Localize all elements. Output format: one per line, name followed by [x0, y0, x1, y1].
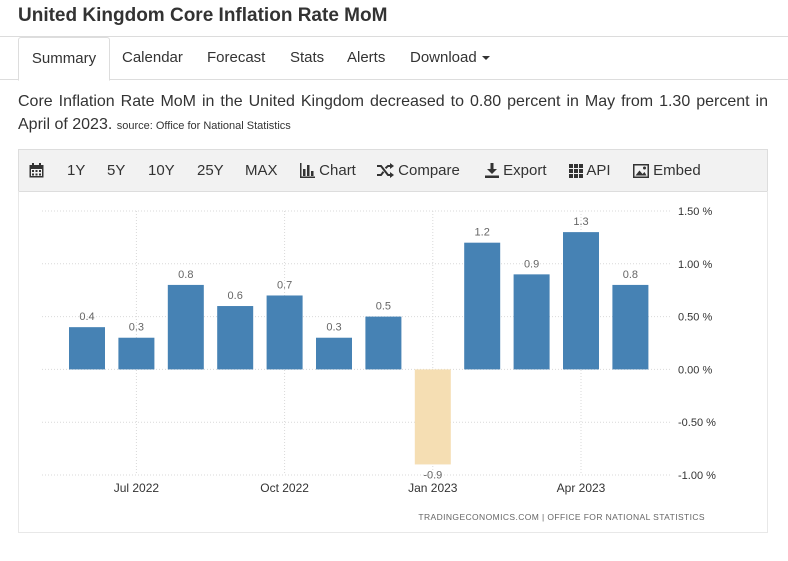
bar[interactable] — [118, 337, 155, 370]
tab-alerts-label: Alerts — [347, 49, 386, 66]
export-button[interactable]: Export — [485, 150, 547, 191]
shuffle-icon — [377, 163, 394, 178]
bar[interactable] — [414, 369, 451, 465]
tab-stats[interactable]: Stats — [290, 37, 324, 78]
bar[interactable] — [464, 242, 501, 370]
range-25y-button[interactable]: 25Y — [197, 162, 224, 179]
bar[interactable] — [513, 274, 550, 370]
bar[interactable] — [316, 337, 352, 370]
tab-download[interactable]: Download — [410, 37, 490, 78]
tab-calendar-label: Calendar — [122, 49, 183, 66]
caret-down-icon — [481, 56, 490, 61]
chart-container: 0.4 0.3 0.8 0.6 0.7 0.3 0.5 -0.9 1.2 0.9 1.3 0.8 1.… — [18, 191, 768, 533]
y-tick-label: -0.50 % — [678, 417, 716, 429]
chart-type-button[interactable]: Chart — [300, 150, 356, 191]
calendar-button[interactable] — [29, 150, 44, 191]
data-label: 0.9 — [524, 258, 539, 270]
tab-alerts[interactable]: Alerts — [347, 37, 385, 78]
bars — [69, 232, 649, 465]
bar[interactable] — [612, 284, 649, 370]
tab-forecast-label: Forecast — [207, 49, 266, 66]
y-tick-label: 0.00 % — [678, 364, 712, 376]
x-axis: Jul 2022 Oct 2022 Jan 2023 Apr 2023 — [114, 481, 606, 495]
source-note: source: Office for National Statistics — [116, 120, 291, 132]
range-max-button[interactable]: MAX — [245, 162, 278, 179]
bar[interactable] — [365, 316, 402, 370]
data-label: 1.2 — [475, 227, 490, 239]
range-1y-button[interactable]: 1Y — [67, 162, 86, 179]
bar[interactable] — [167, 284, 204, 370]
summary-description: Core Inflation Rate MoM in the United Ki… — [18, 90, 768, 138]
calendar-icon — [29, 163, 44, 178]
y-axis: 1.50 % 1.00 % 0.50 % 0.00 % -0.50 % -1.00 % — [678, 206, 716, 482]
compare-button[interactable]: Compare — [377, 150, 460, 191]
x-tick-label: Jan 2023 — [408, 481, 458, 495]
chart-credit: TRADINGECONOMICS.COM | OFFICE FOR NATION… — [418, 512, 705, 522]
chart-toolbar: 1Y 5Y 10Y 25Y MAX Chart Compare Export A… — [18, 149, 768, 192]
x-tick-label: Apr 2023 — [557, 481, 606, 495]
x-tick-label: Jul 2022 — [114, 481, 160, 495]
tab-calendar[interactable]: Calendar — [122, 37, 183, 78]
data-label: 0.3 — [326, 322, 341, 334]
bar-chart-icon — [300, 163, 315, 178]
tab-summary[interactable]: Summary — [18, 37, 110, 81]
data-label: -0.9 — [423, 469, 442, 481]
page-header: United Kingdom Core Inflation Rate MoM — [0, 0, 788, 37]
data-label: 0.4 — [79, 311, 94, 323]
tab-stats-label: Stats — [290, 49, 325, 66]
export-label: Export — [503, 162, 547, 179]
data-label: 0.8 — [623, 269, 638, 281]
data-label: 0.5 — [376, 301, 391, 313]
embed-label: Embed — [653, 162, 701, 179]
range-10y-button[interactable]: 10Y — [148, 162, 175, 179]
grid-icon — [569, 164, 583, 178]
data-labels: 0.4 0.3 0.8 0.6 0.7 0.3 0.5 -0.9 1.2 0.9 1.3 0.8 — [79, 216, 638, 481]
bar-chart: 0.4 0.3 0.8 0.6 0.7 0.3 0.5 -0.9 1.2 0.9 1.3 0.8 1.… — [42, 206, 716, 522]
chart-type-label: Chart — [319, 162, 356, 179]
range-5y-button[interactable]: 5Y — [107, 162, 126, 179]
compare-label: Compare — [398, 162, 460, 179]
tab-bar: Summary Calendar Forecast Stats Alerts D… — [0, 37, 788, 81]
page-title: United Kingdom Core Inflation Rate MoM — [18, 5, 388, 26]
data-label: 0.6 — [228, 290, 243, 302]
bar[interactable] — [217, 306, 254, 370]
tab-summary-label: Summary — [31, 50, 97, 67]
y-tick-label: 1.50 % — [678, 206, 712, 218]
bar[interactable] — [69, 327, 105, 370]
bar[interactable] — [563, 232, 599, 370]
data-label: 0.8 — [178, 269, 193, 281]
data-label: 0.3 — [129, 322, 144, 334]
y-tick-label: 1.00 % — [678, 259, 712, 271]
download-icon — [485, 163, 499, 178]
y-tick-label: 0.50 % — [678, 312, 712, 324]
description-text: Core Inflation Rate MoM in the United Ki… — [18, 93, 768, 133]
y-tick-label: -1.00 % — [678, 470, 716, 482]
x-tick-label: Oct 2022 — [260, 481, 309, 495]
tab-download-label: Download — [410, 49, 477, 66]
bar[interactable] — [266, 295, 303, 370]
embed-button[interactable]: Embed — [633, 150, 701, 191]
data-label: 1.3 — [573, 216, 588, 228]
tab-forecast[interactable]: Forecast — [207, 37, 265, 78]
api-button[interactable]: API — [569, 150, 611, 191]
image-icon — [633, 164, 649, 178]
api-label: API — [586, 162, 611, 179]
data-label: 0.7 — [277, 279, 292, 291]
